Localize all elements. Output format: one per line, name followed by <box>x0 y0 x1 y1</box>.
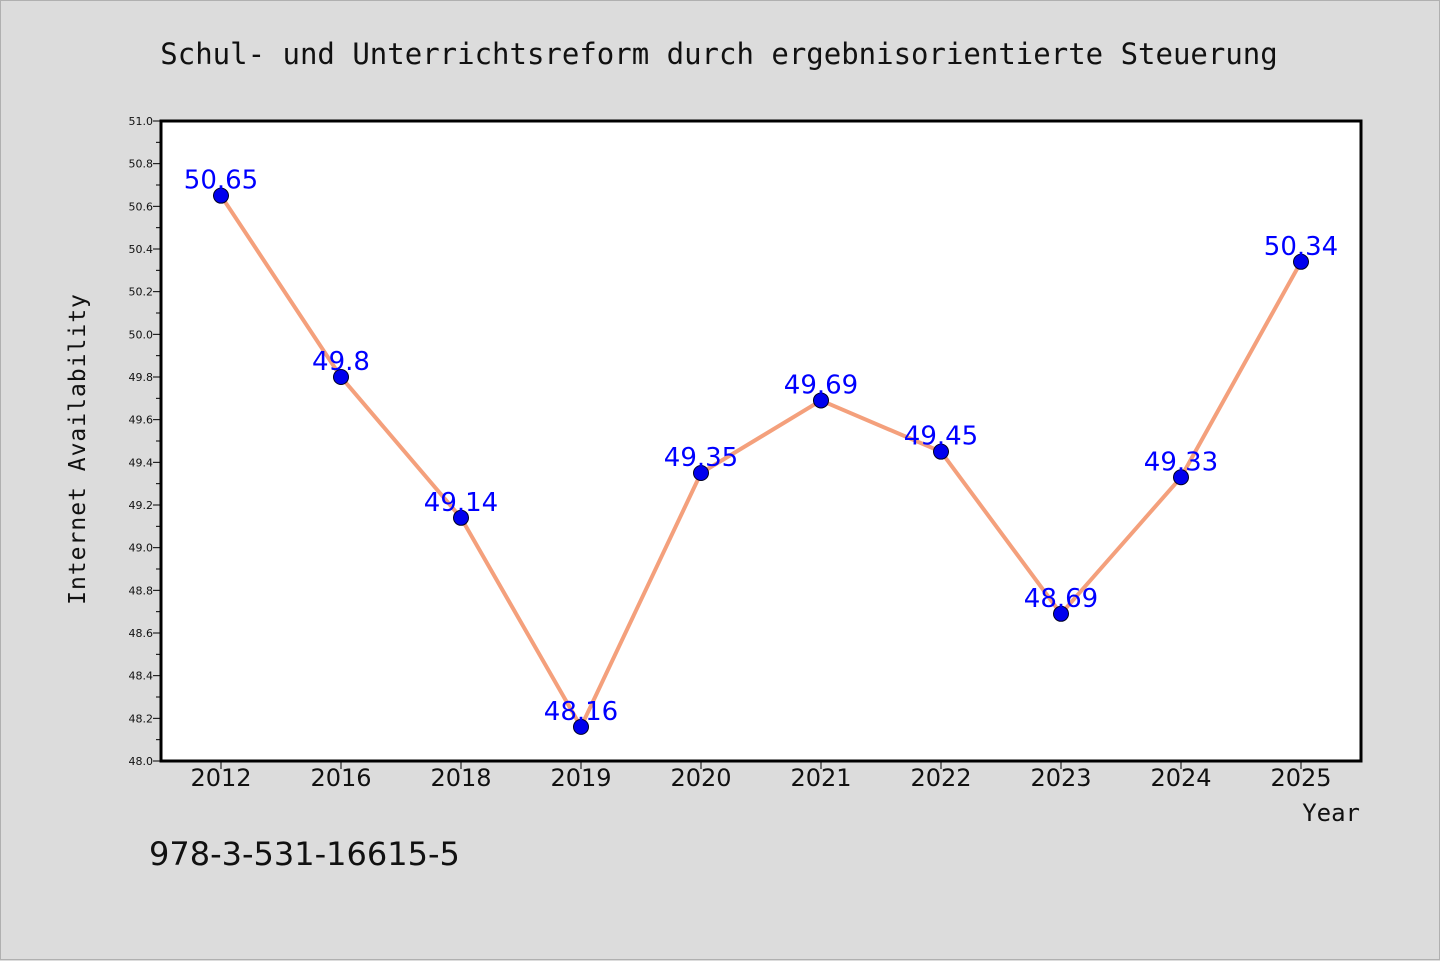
data-point <box>453 509 469 526</box>
y-tick-label: 48.2 <box>129 712 154 725</box>
series-markers <box>213 187 1309 735</box>
x-tick-label: 2021 <box>790 764 851 792</box>
y-tick-label: 48.8 <box>129 584 154 597</box>
y-tick-label: 49.8 <box>129 371 154 384</box>
data-label: 48.69 <box>1024 584 1098 614</box>
y-axis-label: Internet Availability <box>65 293 91 605</box>
data-label: 49.35 <box>664 443 738 473</box>
x-tick-label: 2024 <box>1150 764 1211 792</box>
x-axis-label: Year <box>1302 799 1360 827</box>
x-tick-label: 2016 <box>310 764 371 792</box>
data-point <box>813 392 829 409</box>
y-tick-label: 50.2 <box>129 286 154 299</box>
y-tick-label: 50.8 <box>129 158 154 171</box>
x-tick-label: 2018 <box>430 764 491 792</box>
data-point <box>213 187 229 204</box>
data-label: 49.8 <box>312 347 370 377</box>
data-label: 49.14 <box>424 488 498 518</box>
y-tick-label: 49.4 <box>129 456 154 469</box>
x-tick-label: 2022 <box>910 764 971 792</box>
footer-isbn: 978-3-531-16615-5 <box>149 835 460 873</box>
y-tick-label: 50.4 <box>129 243 154 256</box>
data-point <box>1053 605 1069 622</box>
y-tick-label: 48.0 <box>129 755 154 768</box>
y-tick-label: 49.0 <box>129 542 154 555</box>
x-tick-label: 2025 <box>1270 764 1331 792</box>
data-label: 50.34 <box>1264 232 1338 262</box>
data-label: 50.65 <box>184 166 258 196</box>
y-tick-label: 48.6 <box>129 627 154 640</box>
data-point <box>573 718 589 735</box>
y-tick-label: 48.4 <box>129 670 154 683</box>
data-label: 49.69 <box>784 370 858 400</box>
chart-title: Schul- und Unterrichtsreform durch ergeb… <box>160 37 1277 71</box>
y-tick-label: 49.6 <box>129 414 154 427</box>
x-tick-label: 2012 <box>190 764 251 792</box>
x-tick-label: 2020 <box>670 764 731 792</box>
x-tick-label: 2019 <box>550 764 611 792</box>
y-axis: 48.0 48.2 48.4 48.6 48.8 49.0 49.2 49.4 49.6 49.8… <box>129 115 161 768</box>
data-label: 49.33 <box>1144 447 1218 477</box>
data-labels: 50.65 49.8 49.14 48.16 49.35 49.69 49.45 48.69 4… <box>184 166 1338 727</box>
data-point <box>693 465 709 481</box>
y-tick-label: 50.0 <box>129 328 154 341</box>
data-point <box>933 443 949 460</box>
data-point <box>333 369 349 385</box>
plot-area <box>159 119 1363 763</box>
y-tick-label: 49.2 <box>129 499 154 512</box>
data-label: 49.45 <box>904 422 978 452</box>
y-tick-label: 51.0 <box>129 115 154 128</box>
data-label: 48.16 <box>544 697 618 727</box>
data-point <box>1293 253 1309 270</box>
series-line <box>219 194 1303 729</box>
y-tick-label: 50.6 <box>129 200 154 213</box>
x-tick-label: 2023 <box>1030 764 1091 792</box>
x-axis: 2012 2016 2018 2019 2020 2021 2022 2023 2024 2025 <box>190 761 1332 792</box>
data-point <box>1173 469 1189 486</box>
